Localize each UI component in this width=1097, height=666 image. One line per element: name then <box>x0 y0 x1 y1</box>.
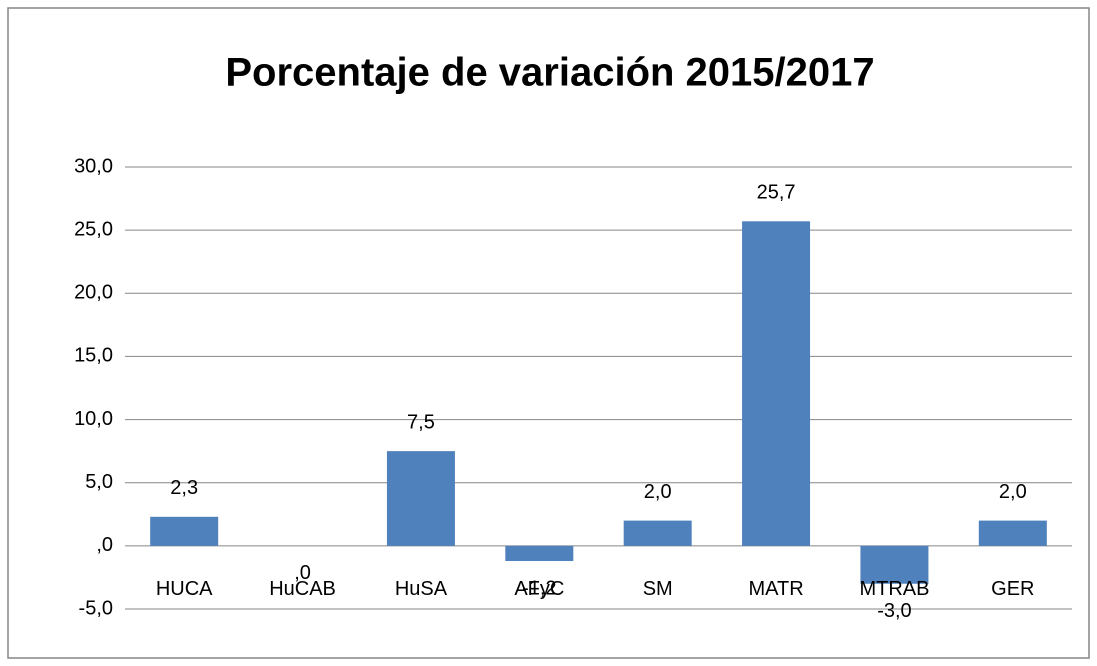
chart-title: Porcentaje de variación 2015/2017 <box>225 51 874 95</box>
data-label: 25,7 <box>757 182 796 204</box>
y-tick-label: 30,0 <box>74 155 113 177</box>
data-label: 2,0 <box>999 481 1027 503</box>
bar <box>386 451 455 546</box>
x-tick-label: SM <box>643 578 673 600</box>
bar <box>860 545 929 584</box>
data-label: 2,3 <box>170 477 198 499</box>
bar <box>742 221 811 546</box>
y-tick-label: 25,0 <box>74 218 113 240</box>
x-tick-label: HuSA <box>395 578 448 600</box>
y-tick-label: -5,0 <box>79 597 113 619</box>
data-label: 2,0 <box>644 481 672 503</box>
bar <box>150 516 219 546</box>
data-label: ,0 <box>294 562 311 584</box>
x-tick-label: HUCA <box>156 578 213 600</box>
x-tick-label: AFyC <box>514 578 564 600</box>
y-tick-label: 20,0 <box>74 282 113 304</box>
data-label: -1,2 <box>522 577 556 599</box>
y-tick-label: 5,0 <box>85 471 113 493</box>
bar <box>623 520 692 546</box>
x-tick-label: MTRAB <box>859 578 929 600</box>
y-tick-label: 10,0 <box>74 408 113 430</box>
y-tick-label: 15,0 <box>74 345 113 367</box>
data-label: 7,5 <box>407 411 435 433</box>
x-tick-label: GER <box>991 578 1034 600</box>
bar <box>978 520 1047 546</box>
y-tick-label: ,0 <box>96 534 113 556</box>
data-label: -3,0 <box>877 600 911 622</box>
x-tick-label: HuCAB <box>269 578 336 600</box>
bar <box>505 545 574 562</box>
x-tick-label: MATR <box>748 578 803 600</box>
